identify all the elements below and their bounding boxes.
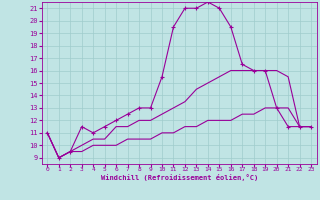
X-axis label: Windchill (Refroidissement éolien,°C): Windchill (Refroidissement éolien,°C) [100, 174, 258, 181]
